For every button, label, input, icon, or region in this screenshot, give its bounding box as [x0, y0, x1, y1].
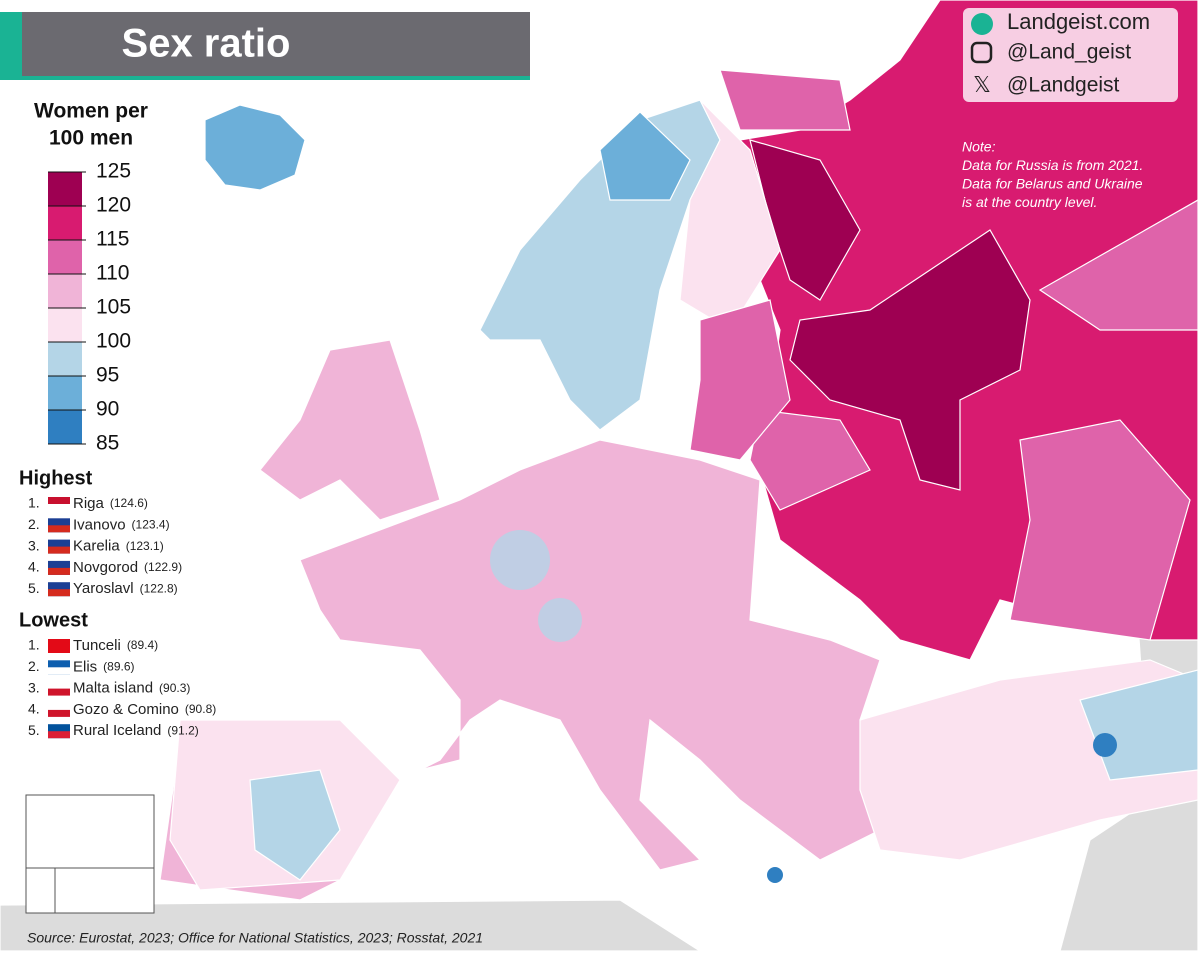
note: Note: Data for Russia is from 2021. Data f…: [962, 139, 1143, 211]
place-name: Ivanovo: [73, 516, 126, 533]
place-name: Rural Iceland: [73, 722, 161, 739]
place-value: (122.9): [144, 560, 182, 574]
north-sweden: [599, 111, 691, 201]
list-heading: Highest: [19, 467, 93, 489]
legend-title: Women per: [34, 100, 148, 123]
place-value: (90.8): [185, 702, 216, 716]
social-panel: [963, 8, 1178, 102]
place-name: Yaroslavl: [73, 580, 134, 597]
place-name: Elis: [73, 658, 97, 675]
place-value: (89.4): [127, 638, 158, 652]
title-underline: [22, 76, 530, 80]
place-value: (90.3): [159, 681, 190, 695]
flag: [48, 731, 70, 739]
flag: [48, 504, 70, 511]
place-value: (122.8): [140, 581, 178, 595]
finland: [679, 99, 781, 331]
flag: [48, 646, 70, 653]
legend-tick-label: 85: [96, 432, 119, 455]
source: Source: Eurostat, 2023; Office for Natio…: [27, 930, 483, 946]
place-name: Riga: [73, 495, 105, 512]
flag: [48, 709, 70, 717]
place-value: (123.4): [132, 517, 170, 531]
legend-tick-label: 110: [96, 262, 129, 285]
list-heading: Lowest: [19, 609, 88, 631]
legend-swatch: [48, 308, 82, 342]
legend-tick-label: 120: [96, 194, 131, 217]
place-name: Karelia: [73, 538, 120, 555]
title: Sex ratio: [122, 22, 291, 66]
legend-swatch: [48, 206, 82, 240]
legend-tick-label: 125: [96, 160, 131, 183]
legend-swatch: [48, 342, 82, 376]
belarus: [749, 409, 871, 511]
legend-swatch: [48, 274, 82, 308]
place-value: (123.1): [126, 539, 164, 553]
legend-tick-label: 105: [96, 296, 131, 319]
central-russia: [789, 229, 1031, 491]
flag: [48, 525, 70, 533]
germany-blue: [490, 530, 550, 590]
social-link: @Landgeist: [1007, 74, 1120, 97]
rank: 3.: [28, 537, 40, 553]
place-value: (124.6): [110, 496, 148, 510]
social-link: Landgeist.com: [1007, 9, 1150, 34]
rank: 4.: [28, 701, 40, 717]
rank: 5.: [28, 580, 40, 596]
place-name: Novgorod: [73, 559, 138, 576]
flag: [48, 688, 70, 696]
rankings: Highest 1. Riga (124.6) 2. Ivanovo (123.4) 3. Ka…: [19, 467, 216, 739]
british-isles: [259, 339, 441, 521]
title-box: [22, 12, 530, 80]
title-accent: [0, 12, 22, 80]
russia-region: [1038, 199, 1198, 331]
rank: 2.: [28, 658, 40, 674]
globe-icon: [971, 13, 993, 35]
note-line: Data for Russia is from 2021.: [962, 157, 1143, 173]
spain-interior: [249, 769, 341, 881]
russia-region: [1009, 419, 1191, 641]
legend-swatch: [48, 172, 82, 206]
place-name: Gozo & Comino: [73, 701, 179, 718]
legend-title: 100 men: [49, 127, 133, 150]
note-line: is at the country level.: [962, 194, 1097, 210]
rank: 1.: [28, 495, 40, 511]
legend-tick-label: 90: [96, 398, 119, 421]
austria-blue: [538, 598, 582, 642]
legend-tick-label: 95: [96, 364, 119, 387]
rank: 1.: [28, 637, 40, 653]
social-link: @Land_geist: [1007, 41, 1131, 64]
tunceli: [1093, 733, 1117, 757]
kola: [719, 69, 851, 131]
rank: 5.: [28, 722, 40, 738]
iceland: [204, 104, 306, 191]
place-value: (89.6): [103, 659, 134, 673]
inset: [25, 794, 155, 914]
elis: [767, 867, 783, 883]
legend-swatch: [48, 410, 82, 444]
flag: [48, 589, 70, 597]
rank: 3.: [28, 679, 40, 695]
rank: 4.: [28, 559, 40, 575]
flag: [48, 667, 70, 675]
place-name: Tunceli: [73, 637, 121, 654]
place-value: (91.2): [167, 723, 198, 737]
legend-tick-label: 100: [96, 330, 131, 353]
note-line: Data for Belarus and Ukraine: [962, 176, 1143, 192]
place-name: Malta island: [73, 680, 153, 697]
x-icon: 𝕏: [973, 72, 991, 97]
flag: [48, 546, 70, 554]
legend-swatch: [48, 376, 82, 410]
instagram-icon: [970, 41, 993, 64]
note-line: Note:: [962, 139, 996, 155]
rank: 2.: [28, 516, 40, 532]
baltics: [689, 299, 791, 461]
legend-tick-label: 115: [96, 228, 129, 251]
legend-swatch: [48, 240, 82, 274]
flag: [48, 567, 70, 575]
legend: 125 120 115 110 105 100 95 90 85: [48, 160, 131, 455]
